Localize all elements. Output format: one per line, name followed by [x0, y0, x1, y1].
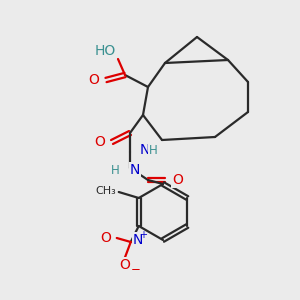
Text: O: O [119, 258, 130, 272]
Text: H: H [149, 143, 158, 157]
Text: N: N [133, 233, 143, 247]
Text: N: N [130, 163, 140, 177]
Text: H: H [111, 164, 120, 176]
Text: O: O [172, 173, 183, 187]
Text: O: O [88, 73, 99, 87]
Text: O: O [94, 135, 105, 149]
Text: HO: HO [95, 44, 116, 58]
Text: N: N [140, 143, 150, 157]
Text: CH₃: CH₃ [95, 186, 116, 196]
Text: O: O [100, 231, 111, 245]
Text: −: − [131, 262, 141, 275]
Text: +: + [139, 230, 147, 240]
